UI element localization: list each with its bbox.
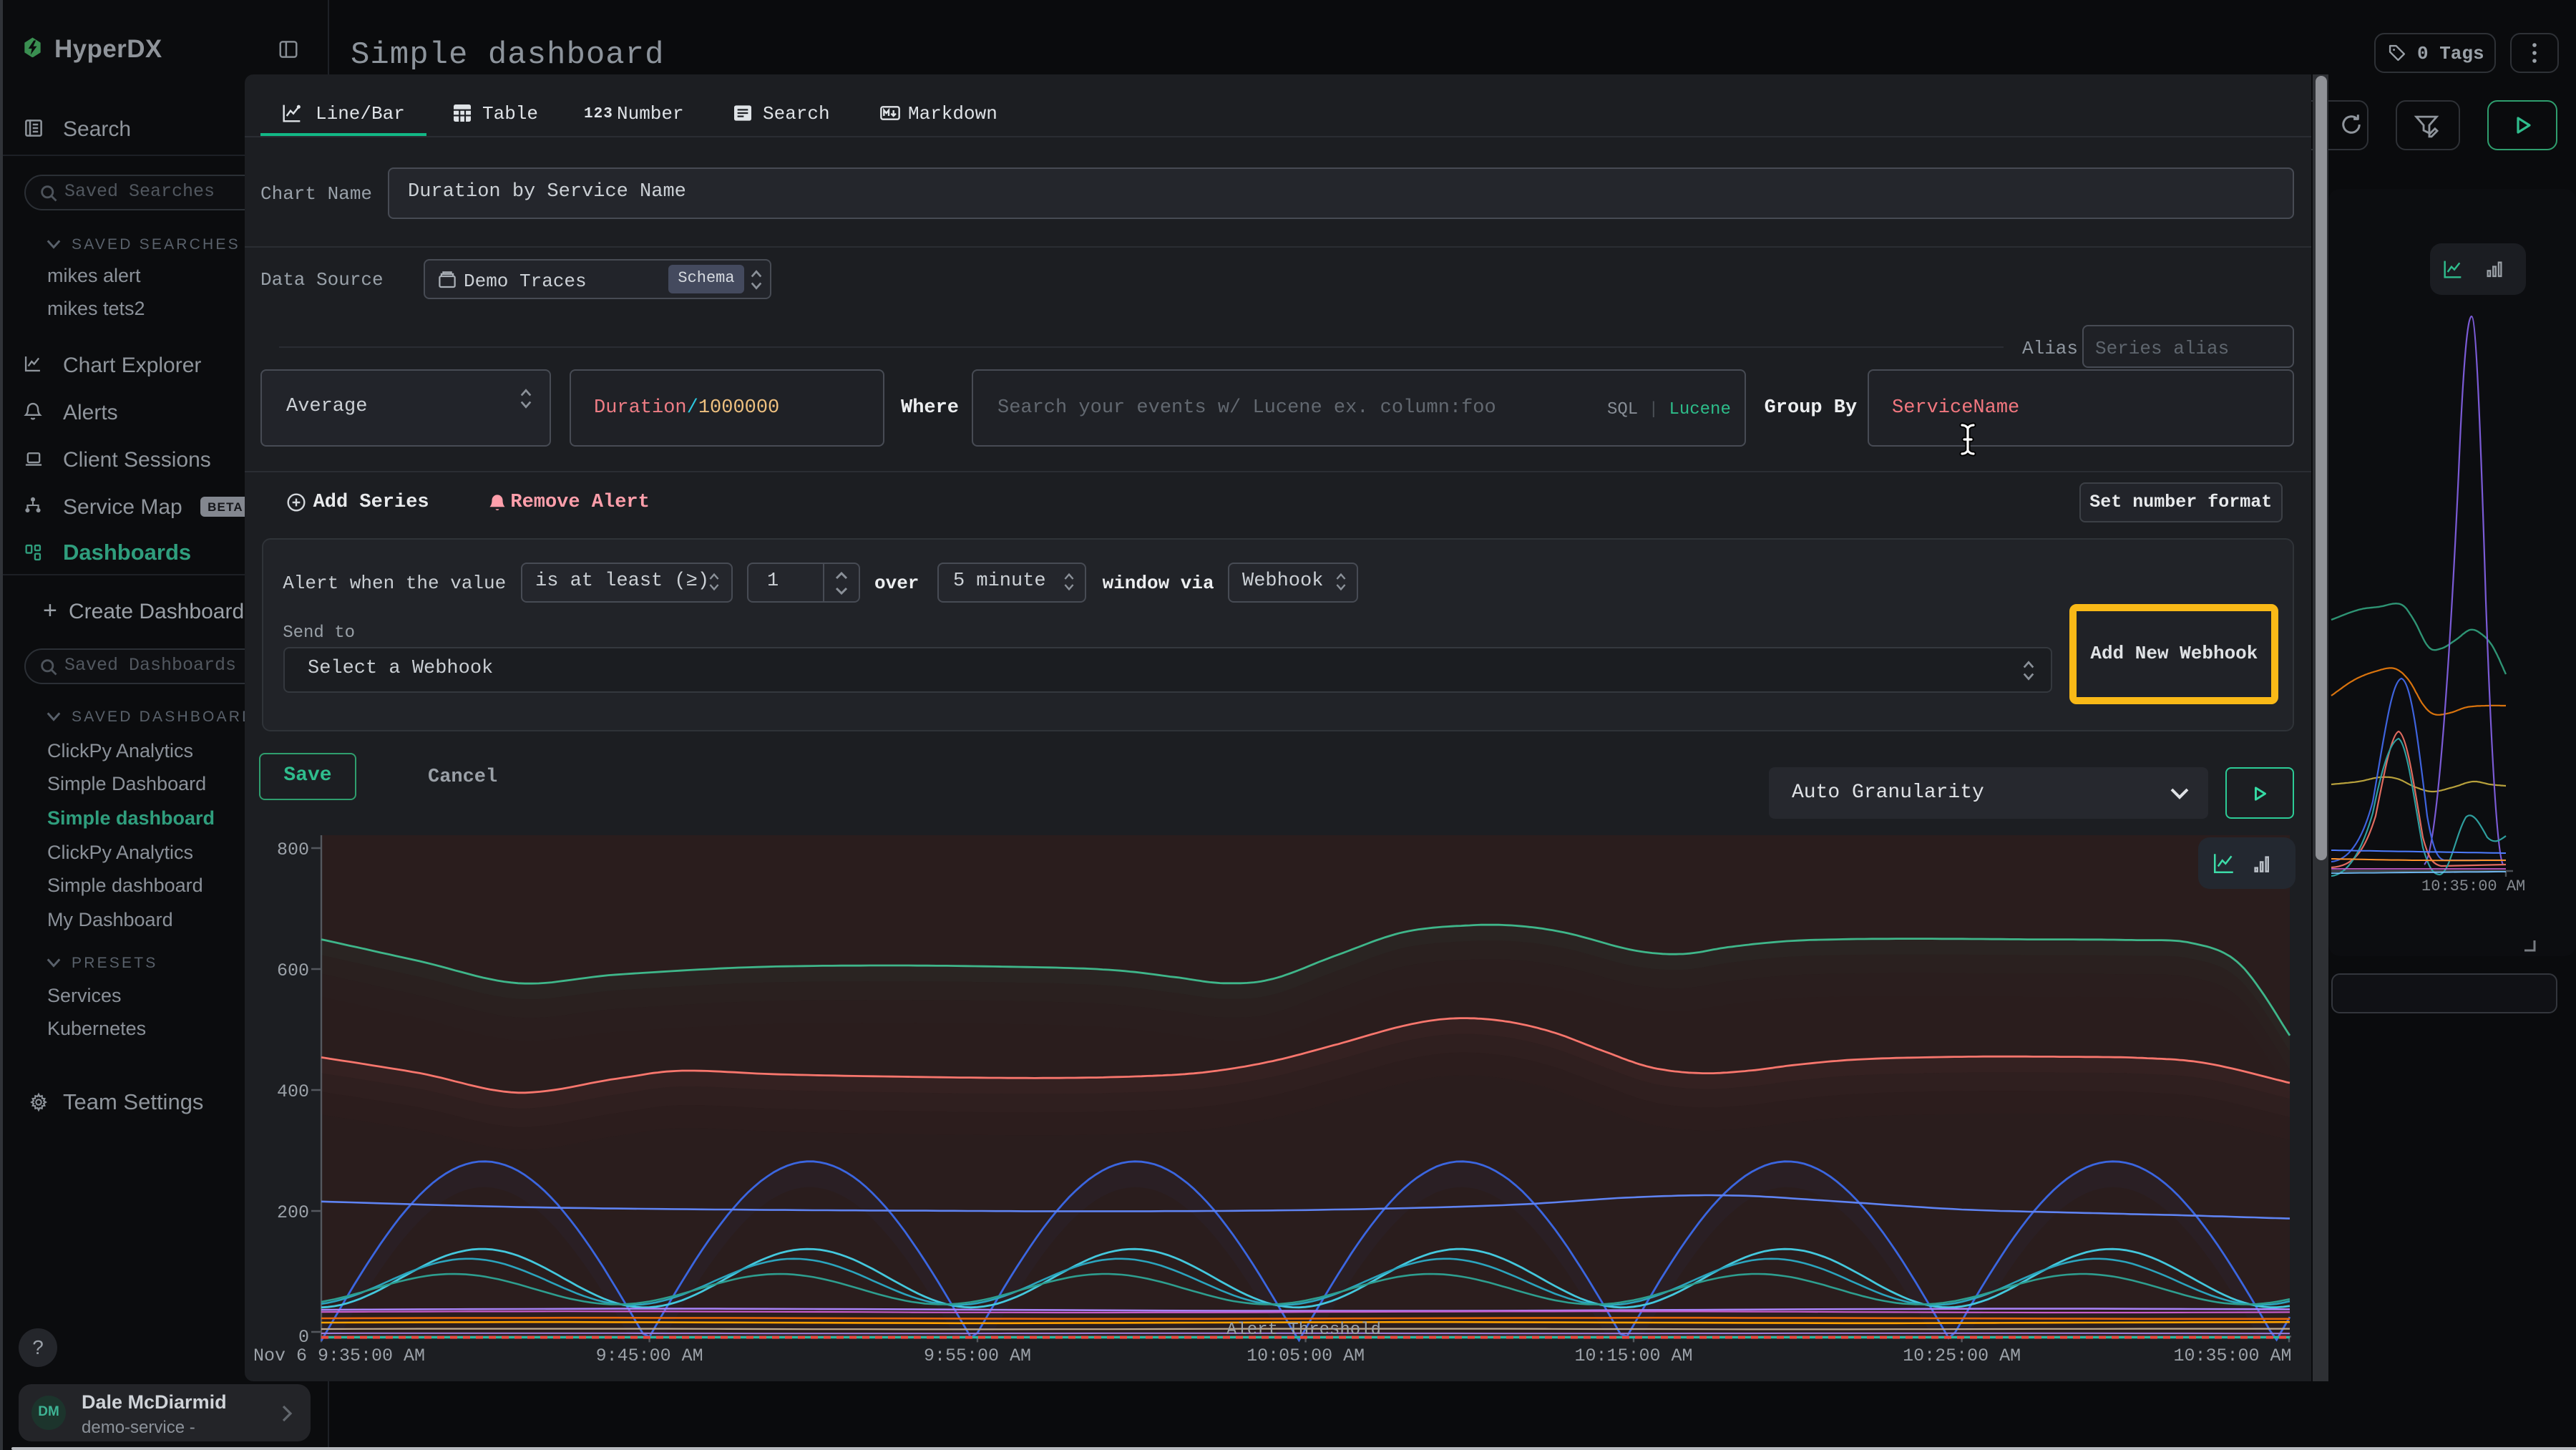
svg-text:800: 800 bbox=[277, 839, 309, 860]
svg-text:9:55:00 AM: 9:55:00 AM bbox=[924, 1345, 1031, 1366]
svg-text:10:15:00 AM: 10:15:00 AM bbox=[1574, 1345, 1692, 1366]
svg-text:400: 400 bbox=[277, 1081, 309, 1101]
svg-text:Alert Threshold: Alert Threshold bbox=[1226, 1320, 1381, 1339]
svg-text:10:35:00 AM: 10:35:00 AM bbox=[2173, 1345, 2291, 1366]
svg-text:600: 600 bbox=[277, 960, 309, 981]
svg-text:10:25:00 AM: 10:25:00 AM bbox=[1903, 1345, 2021, 1366]
svg-text:200: 200 bbox=[277, 1202, 309, 1222]
svg-text:Nov 6 9:35:00 AM: Nov 6 9:35:00 AM bbox=[253, 1345, 425, 1366]
svg-text:0: 0 bbox=[298, 1326, 309, 1347]
svg-text:10:05:00 AM: 10:05:00 AM bbox=[1246, 1345, 1365, 1366]
svg-text:9:45:00 AM: 9:45:00 AM bbox=[596, 1345, 703, 1366]
